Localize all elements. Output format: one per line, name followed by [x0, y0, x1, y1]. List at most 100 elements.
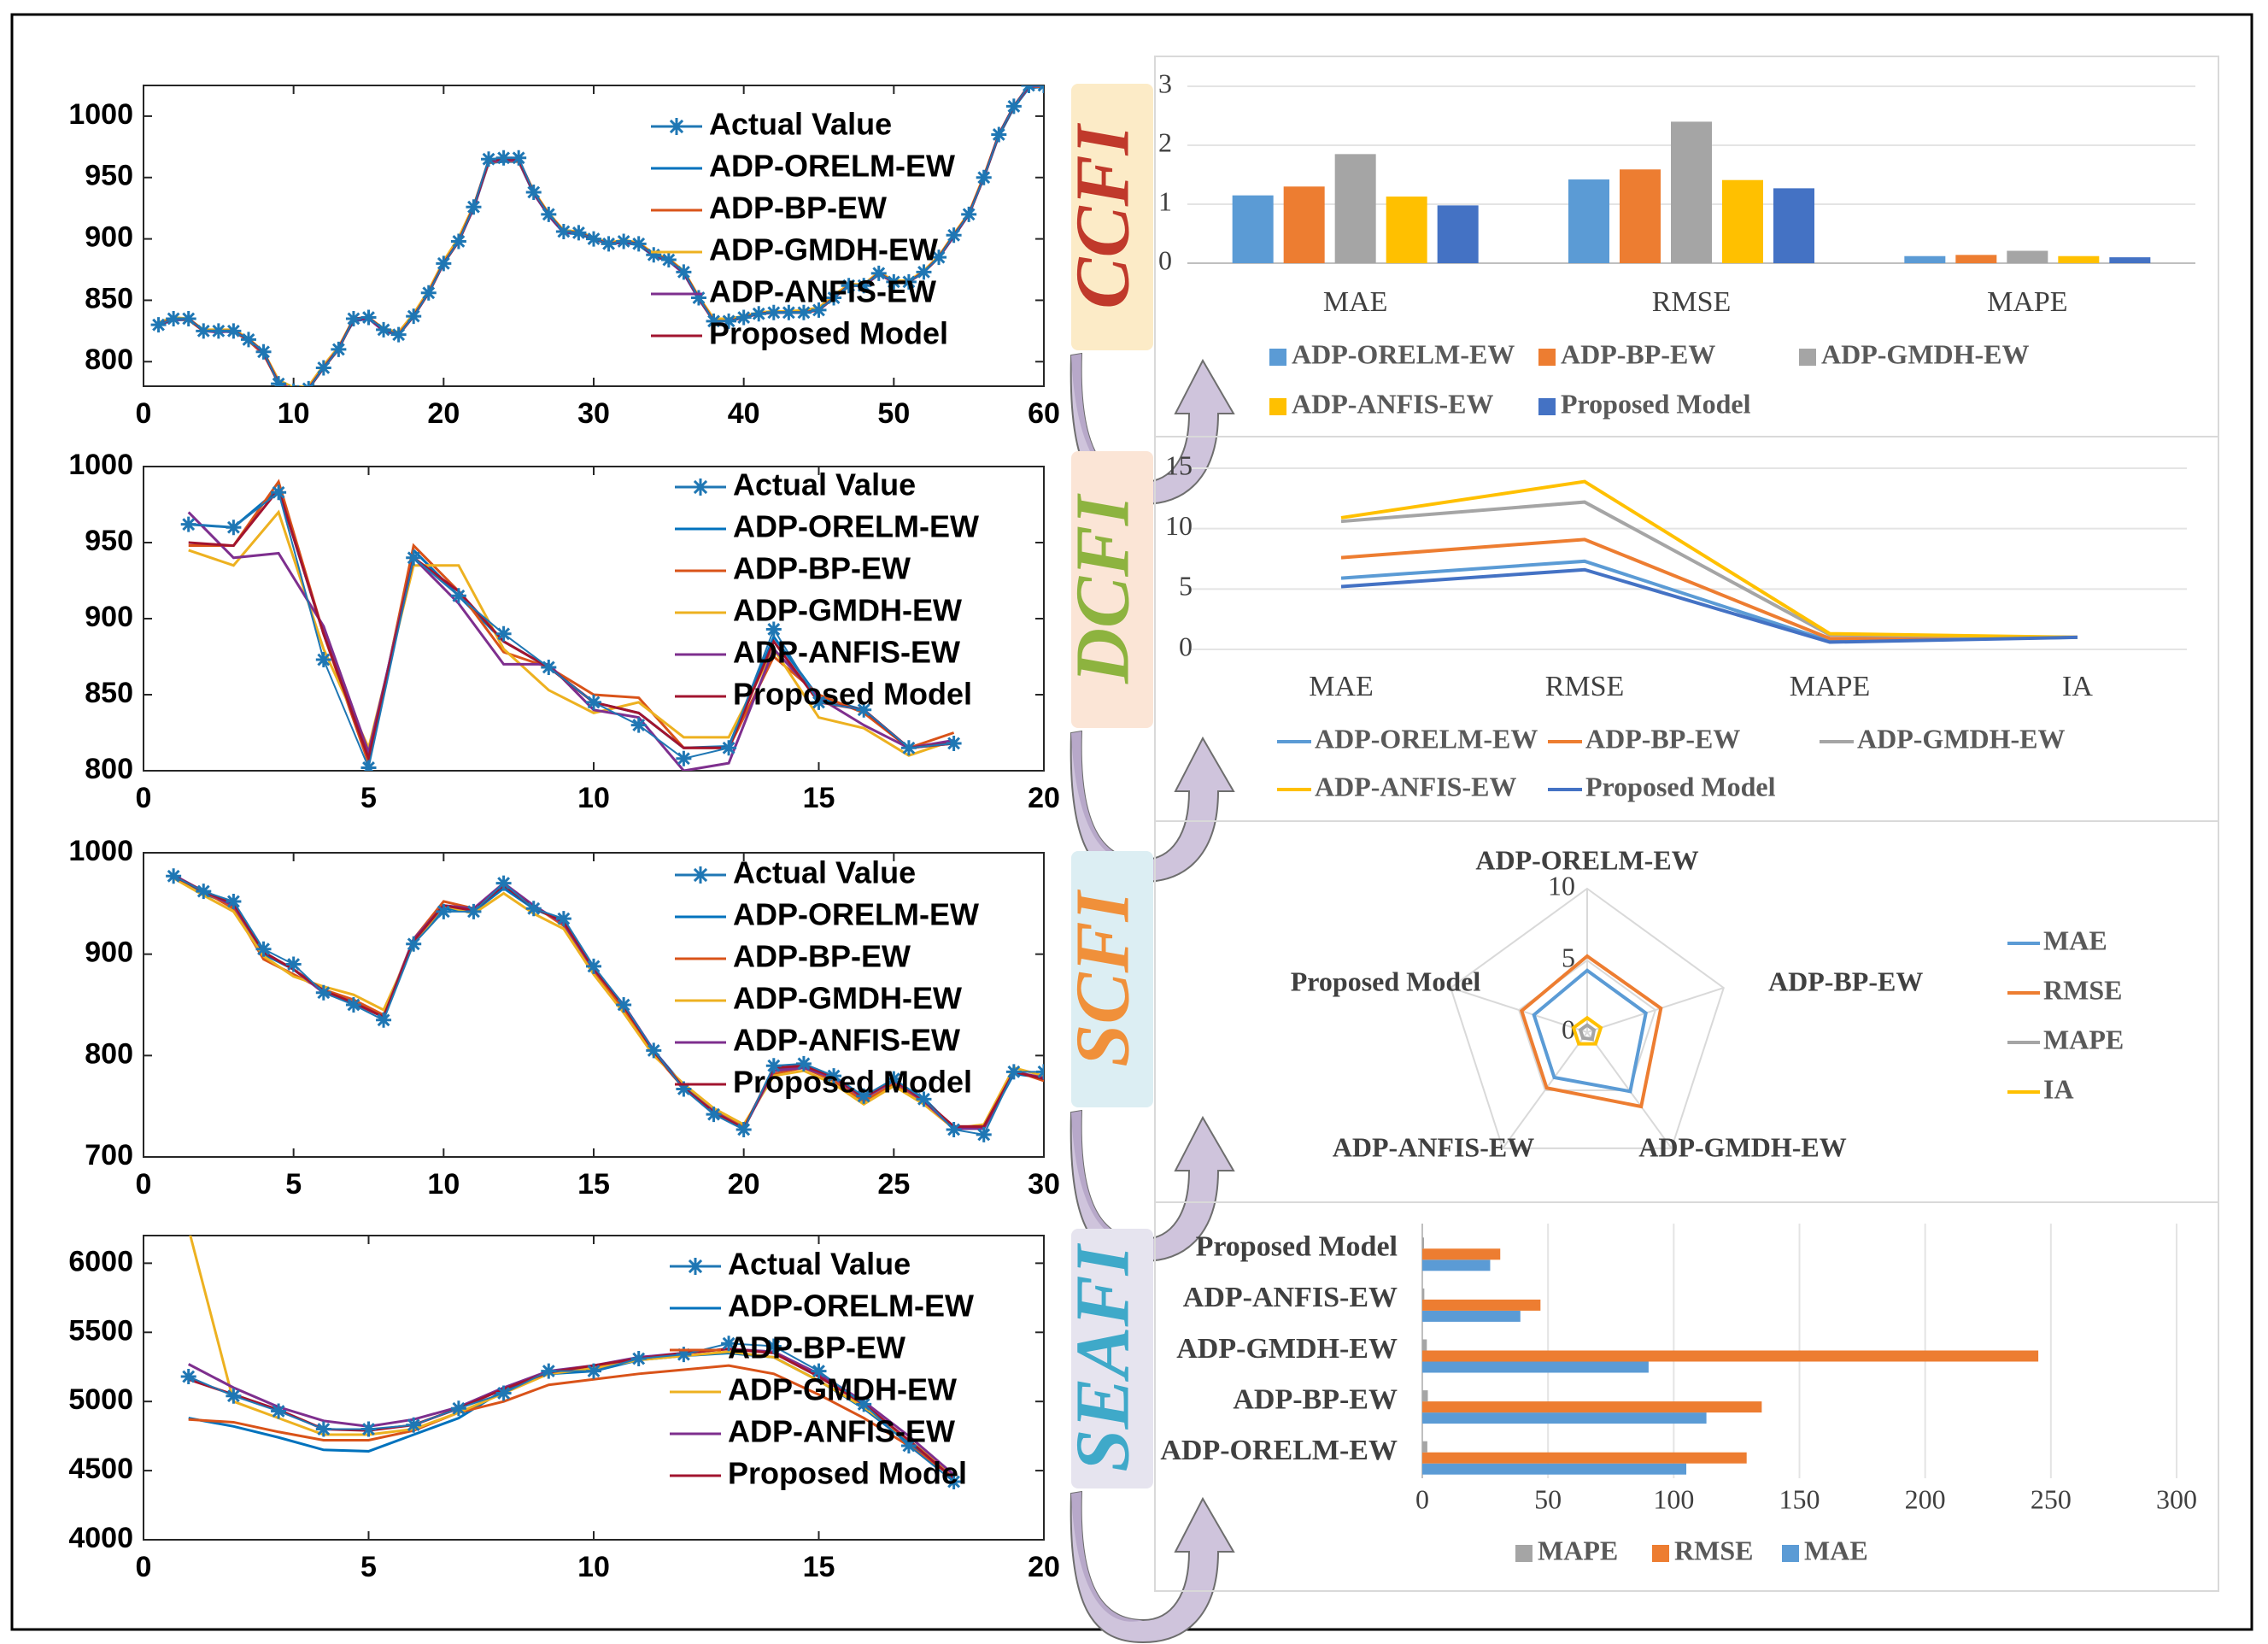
- x-tick-label: 0: [136, 397, 152, 430]
- actual-marker: [931, 250, 947, 266]
- y-tick-label: 4500: [68, 1453, 133, 1485]
- actual-marker: [555, 911, 571, 927]
- actual-marker: [630, 236, 647, 252]
- arrow-shade: [1071, 731, 1143, 861]
- legend-label: IA: [2043, 1073, 2074, 1104]
- actual-marker: [751, 306, 767, 322]
- left-chart-1: 0 10 20 30 40 50 60 800 850 900 950 1000 Actual Valu…: [68, 85, 1060, 430]
- bar: [1422, 1288, 1425, 1300]
- actual-marker: [811, 1363, 827, 1379]
- series-line: [1340, 537, 2078, 641]
- panel-title: DCFI: [1061, 493, 1146, 684]
- axis-label: ADP-GMDH-EW: [1638, 1131, 1847, 1162]
- y-tick-label: 15: [1165, 449, 1193, 480]
- axis-label: ADP-ANFIS-EW: [1333, 1131, 1534, 1162]
- actual-marker: [870, 265, 887, 281]
- category-label: ADP-GMDH-EW: [1176, 1333, 1398, 1365]
- legend-marker: [687, 1258, 704, 1275]
- panel-title: SEAFI: [1061, 1242, 1146, 1471]
- actual-marker: [271, 484, 287, 501]
- legend: Actual Value ADP-ORELM-EW ADP-BP-EW ADP-GMD…: [670, 1247, 974, 1491]
- legend-swatch: [1269, 398, 1286, 415]
- actual-marker: [976, 169, 992, 185]
- legend-label: ADP-ANFIS-EW: [1292, 388, 1493, 419]
- category-label: MAPE: [1790, 671, 1870, 702]
- radar-spoke: [1586, 987, 1725, 1033]
- y-tick-label: 800: [85, 343, 133, 376]
- legend-label: ADP-GMDH-EW: [728, 1372, 957, 1407]
- y-tick-label: 0: [1179, 631, 1193, 661]
- actual-marker: [226, 893, 242, 909]
- legend: Actual Value ADP-ORELM-EW ADP-BP-EW ADP-GMD…: [675, 467, 979, 712]
- actual-marker: [255, 941, 272, 957]
- actual-marker: [315, 1421, 331, 1437]
- actual-marker: [495, 1385, 512, 1401]
- x-tick-label: 15: [803, 782, 835, 814]
- x-tick-label: 0: [136, 782, 152, 814]
- y-tick-label: 1: [1158, 185, 1172, 216]
- actual-marker: [900, 273, 917, 290]
- y-tick-label: 0: [1158, 244, 1172, 275]
- actual-marker: [856, 278, 872, 294]
- actual-marker: [166, 868, 182, 884]
- x-tick-label: 5: [360, 782, 377, 814]
- axis-label: Proposed Model: [1291, 966, 1481, 996]
- radar-series: [1532, 968, 1648, 1094]
- legend-swatch: [1538, 349, 1556, 366]
- axis-label: ADP-BP-EW: [1768, 966, 1923, 996]
- legend-label: Proposed Model: [733, 677, 972, 712]
- actual-marker: [900, 1437, 917, 1453]
- category-label: RMSE: [1652, 286, 1732, 318]
- actual-marker: [466, 903, 482, 919]
- legend-label: ADP-GMDH-EW: [733, 981, 962, 1016]
- actual-marker: [450, 1400, 466, 1417]
- actual-marker: [735, 1121, 752, 1137]
- legend-swatch: [1652, 1545, 1669, 1562]
- x-tick-label: 0: [136, 1551, 152, 1583]
- actual-marker: [180, 310, 196, 326]
- x-tick-label: 20: [1028, 1551, 1060, 1583]
- r-tick-label: 0: [1562, 1013, 1575, 1044]
- x-tick-label: 10: [577, 782, 610, 814]
- bar: [1422, 1463, 1687, 1475]
- legend-label: ADP-GMDH-EW: [709, 232, 938, 267]
- actual-marker: [240, 332, 256, 348]
- actual-marker: [495, 150, 512, 166]
- bar: [1437, 205, 1479, 263]
- x-tick-label: 25: [877, 1168, 910, 1201]
- legend-label: ADP-ORELM-EW: [733, 897, 979, 932]
- actual-marker: [586, 694, 601, 710]
- actual-marker: [795, 1055, 812, 1072]
- y-tick-label: 1000: [68, 835, 133, 867]
- x-tick-label: 20: [728, 1168, 760, 1201]
- bar: [1422, 1390, 1428, 1402]
- y-tick-label: 1000: [68, 449, 133, 481]
- series-line: [1340, 567, 2078, 644]
- r-tick-label: 10: [1548, 870, 1575, 901]
- actual-marker: [315, 360, 331, 376]
- y-tick-label: 5500: [68, 1314, 133, 1347]
- bar: [1422, 1350, 2039, 1362]
- radar-spoke: [1502, 1031, 1588, 1149]
- legend-label: MAPE: [2043, 1024, 2124, 1054]
- actual-marker: [271, 1403, 287, 1419]
- actual-marker: [735, 309, 752, 326]
- actual-marker: [436, 255, 452, 272]
- bar: [1422, 1452, 1747, 1464]
- legend-label: Proposed Model: [733, 1065, 972, 1100]
- series-group: [180, 479, 962, 771]
- bar: [2058, 255, 2100, 263]
- bar: [1422, 1310, 1521, 1322]
- actual-marker: [420, 285, 437, 301]
- series-line-gmdh: [188, 509, 955, 757]
- bar: [1422, 1248, 1501, 1260]
- legend-label: MAE: [1804, 1535, 1868, 1565]
- actual-marker: [180, 1369, 196, 1385]
- legend-swatch: [1782, 1545, 1799, 1562]
- actual-marker: [961, 206, 977, 222]
- actual-marker: [331, 341, 347, 357]
- y-tick-label: 6000: [68, 1245, 133, 1277]
- x-tick-label: 300: [2156, 1483, 2197, 1514]
- actual-marker: [826, 1068, 842, 1084]
- legend-label: Proposed Model: [1561, 388, 1751, 419]
